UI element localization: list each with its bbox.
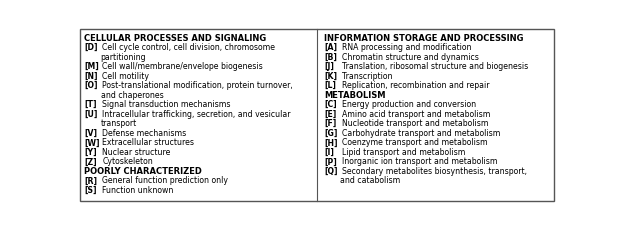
Text: Cytoskeleton: Cytoskeleton: [102, 157, 153, 166]
Text: Carbohydrate transport and metabolism: Carbohydrate transport and metabolism: [342, 129, 500, 138]
Text: Extracellular structures: Extracellular structures: [102, 138, 194, 147]
Text: [J]: [J]: [324, 62, 334, 71]
Text: Translation, ribosomal structure and biogenesis: Translation, ribosomal structure and bio…: [342, 62, 528, 71]
Text: [I]: [I]: [324, 148, 334, 157]
Text: METABOLISM: METABOLISM: [324, 91, 386, 100]
Text: Inorganic ion transport and metabolism: Inorganic ion transport and metabolism: [342, 157, 497, 166]
Text: Nucleotide transport and metabolism: Nucleotide transport and metabolism: [342, 119, 488, 128]
Text: [K]: [K]: [324, 72, 337, 81]
Text: [C]: [C]: [324, 100, 337, 109]
Text: transport: transport: [101, 119, 137, 128]
Text: [G]: [G]: [324, 129, 337, 138]
Text: [Q]: [Q]: [324, 167, 337, 176]
Text: Function unknown: Function unknown: [102, 186, 174, 195]
Text: Intracellular trafficking, secretion, and vesicular: Intracellular trafficking, secretion, an…: [102, 110, 290, 119]
Text: RNA processing and modification: RNA processing and modification: [342, 43, 471, 52]
Text: [T]: [T]: [85, 100, 97, 109]
Text: [R]: [R]: [85, 177, 98, 185]
Text: [N]: [N]: [85, 72, 98, 81]
Text: General function prediction only: General function prediction only: [102, 177, 228, 185]
Text: Post-translational modification, protein turnover,: Post-translational modification, protein…: [102, 81, 293, 90]
Text: [U]: [U]: [85, 110, 98, 119]
Text: Energy production and conversion: Energy production and conversion: [342, 100, 476, 109]
Text: [F]: [F]: [324, 119, 336, 128]
Text: CELLULAR PROCESSES AND SIGNALING: CELLULAR PROCESSES AND SIGNALING: [85, 34, 267, 43]
Text: POORLY CHARACTERIZED: POORLY CHARACTERIZED: [85, 167, 202, 176]
Text: [S]: [S]: [85, 186, 97, 195]
Text: Replication, recombination and repair: Replication, recombination and repair: [342, 81, 489, 90]
Text: Cell motility: Cell motility: [102, 72, 149, 81]
Text: Cell wall/membrane/envelope biogenesis: Cell wall/membrane/envelope biogenesis: [102, 62, 263, 71]
Text: Cell cycle control, cell division, chromosome: Cell cycle control, cell division, chrom…: [102, 43, 275, 52]
Text: [E]: [E]: [324, 110, 336, 119]
Text: [O]: [O]: [85, 81, 98, 90]
Text: [A]: [A]: [324, 43, 337, 52]
Text: [D]: [D]: [85, 43, 98, 52]
Text: [B]: [B]: [324, 53, 337, 62]
Text: Chromatin structure and dynamics: Chromatin structure and dynamics: [342, 53, 478, 62]
Text: [W]: [W]: [85, 138, 100, 147]
Text: Nuclear structure: Nuclear structure: [102, 148, 171, 157]
Text: Coenzyme transport and metabolism: Coenzyme transport and metabolism: [342, 138, 487, 147]
Text: Transcription: Transcription: [342, 72, 392, 81]
Text: INFORMATION STORAGE AND PROCESSING: INFORMATION STORAGE AND PROCESSING: [324, 34, 523, 43]
Text: Signal transduction mechanisms: Signal transduction mechanisms: [102, 100, 231, 109]
Text: and chaperones: and chaperones: [101, 91, 164, 100]
Text: [H]: [H]: [324, 138, 337, 147]
Text: Defense mechanisms: Defense mechanisms: [102, 129, 187, 138]
Text: Amino acid transport and metabolism: Amino acid transport and metabolism: [342, 110, 490, 119]
Text: Lipid transport and metabolism: Lipid transport and metabolism: [342, 148, 465, 157]
Text: [V]: [V]: [85, 129, 98, 138]
Text: [P]: [P]: [324, 157, 337, 166]
Text: Secondary metabolites biosynthesis, transport,: Secondary metabolites biosynthesis, tran…: [342, 167, 527, 176]
Text: [Z]: [Z]: [85, 157, 97, 166]
Text: partitioning: partitioning: [101, 53, 146, 62]
Text: [L]: [L]: [324, 81, 336, 90]
Text: [M]: [M]: [85, 62, 99, 71]
Text: [Y]: [Y]: [85, 148, 97, 157]
Text: and catabolism: and catabolism: [340, 177, 400, 185]
